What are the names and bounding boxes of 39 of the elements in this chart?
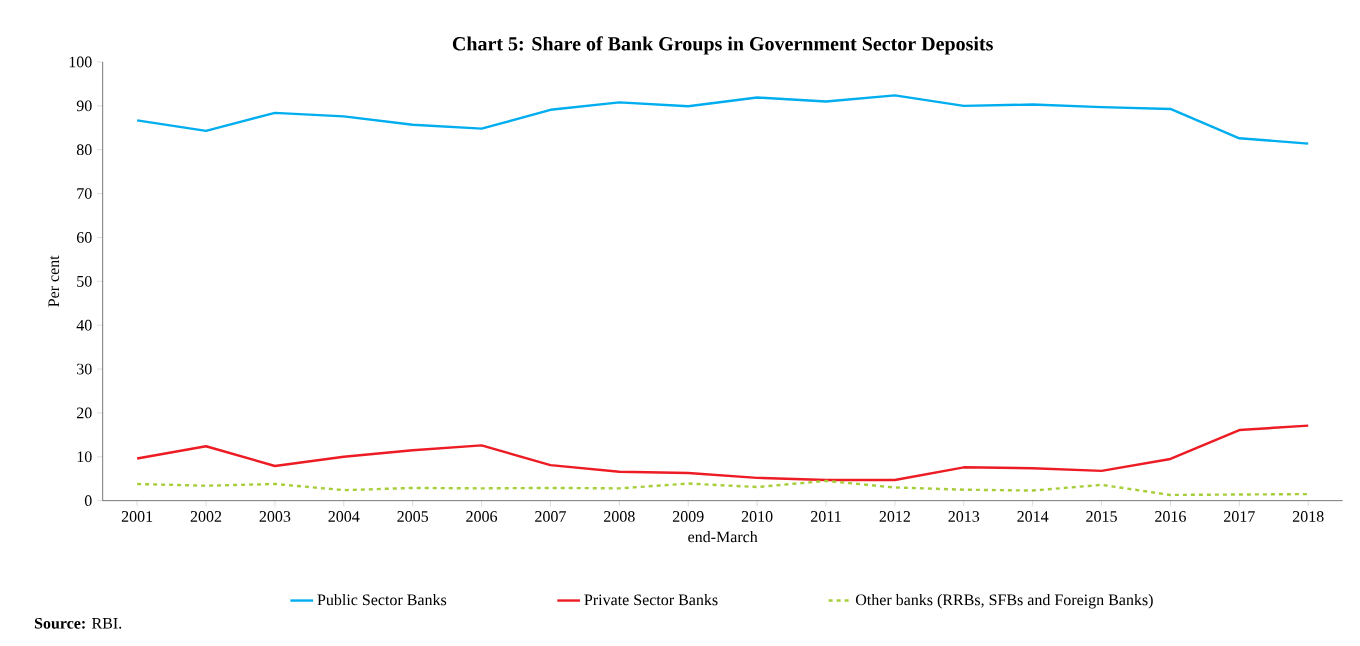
x-tick-label: 2014 (1017, 511, 1049, 522)
chart-title: Chart 5: Share of Bank Groups in Government Sector Deposits (452, 36, 993, 55)
x-tick-label: 2016 (1155, 511, 1186, 522)
line-series (135, 94, 1310, 145)
x-tick-label: 2001 (121, 511, 153, 522)
x-tick-label: 2011 (811, 511, 841, 522)
y-tick-label: 60 (76, 232, 92, 243)
y-tick-label: 40 (76, 319, 92, 331)
y-tick-label: 90 (76, 100, 92, 112)
x-tick-label: 2010 (741, 511, 773, 522)
x-tick-label: 2017 (1224, 511, 1255, 522)
y-tick-label: 100 (69, 56, 92, 68)
x-tick-label: 2006 (466, 511, 498, 522)
x-tick-label: 2002 (190, 511, 222, 522)
y-tick-label: 80 (76, 144, 92, 156)
x-tick-label: 2007 (535, 511, 566, 522)
x-tick-label: 2013 (948, 511, 980, 522)
y-tick-label: 0 (84, 495, 92, 507)
y-tick-label: 70 (77, 188, 92, 199)
x-tick-label: 2005 (397, 511, 429, 522)
x-tick-label: 2009 (672, 511, 704, 522)
y-tick-label: 10 (77, 451, 92, 463)
legend-label: Private Sector Banks (584, 593, 718, 606)
x-tick-label: 2004 (328, 511, 360, 522)
x-tick-label: 2015 (1086, 511, 1117, 522)
y-tick-label: 50 (77, 275, 92, 287)
y-axis-title: Per cent (48, 255, 60, 307)
x-axis-title: end-March (688, 531, 758, 543)
x-tick-label: 2008 (604, 511, 635, 522)
y-tick-label: 20 (76, 407, 92, 419)
x-tick-label: 2018 (1292, 511, 1324, 522)
line-series (135, 479, 1310, 497)
y-tick-label: 30 (77, 363, 92, 375)
x-tick-label: 2012 (879, 511, 910, 522)
x-tick-label: 2003 (259, 511, 291, 522)
line-series (135, 424, 1310, 482)
legend-label: Other banks (RRBs, SFBs and Foreign Banks) (855, 593, 1153, 609)
text: Source: RBI. (34, 617, 122, 629)
legend-label: Public Sector Banks (317, 593, 447, 606)
